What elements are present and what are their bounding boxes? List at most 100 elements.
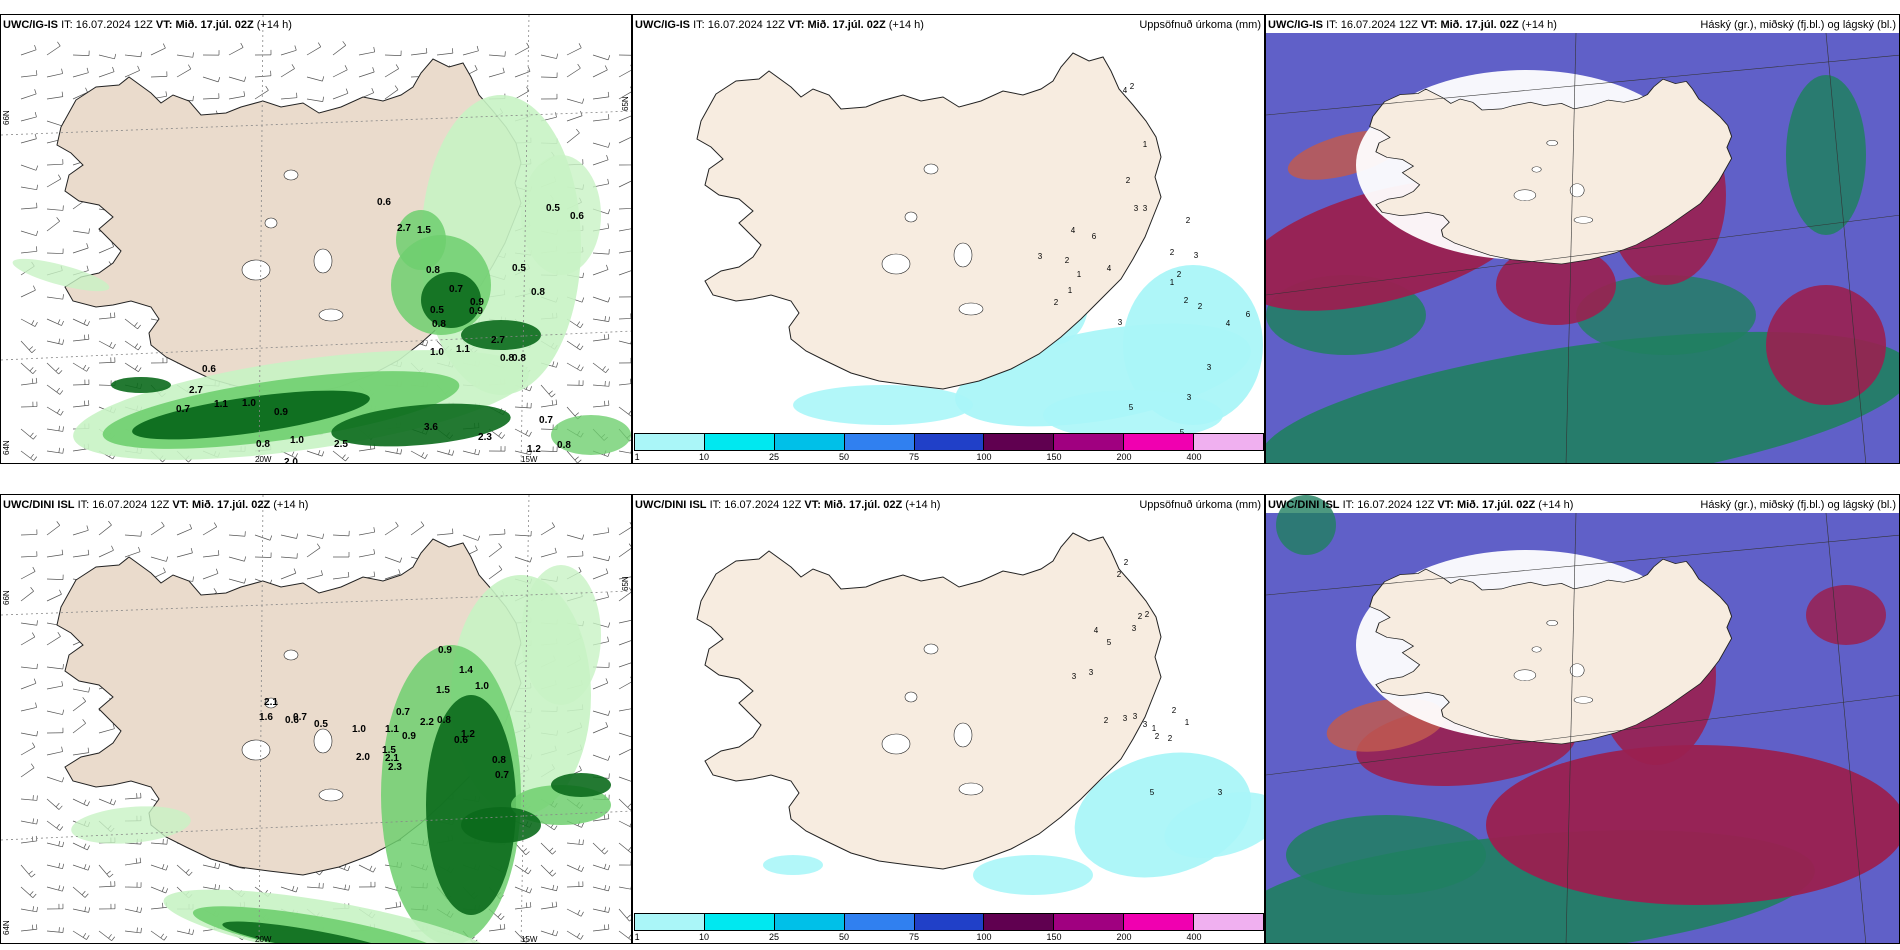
- colorbar-tick-label: 50: [838, 452, 850, 462]
- colorbar-segment: [704, 434, 775, 450]
- value-label: 1: [1185, 718, 1190, 727]
- glacier: [1513, 189, 1537, 201]
- colorbar-tick-label: 100: [976, 452, 992, 462]
- graticule: [1, 15, 631, 463]
- glacier: [318, 788, 344, 802]
- value-label: 5: [1180, 428, 1185, 437]
- value-label: 0.6: [570, 211, 584, 222]
- glacier: [1569, 183, 1585, 198]
- value-label: 1.5: [436, 685, 450, 696]
- value-label: 2: [1117, 570, 1122, 579]
- panel-title: UWC/DINI ISL IT: 16.07.2024 12Z VT: Mið.…: [3, 499, 309, 511]
- glacier: [904, 211, 918, 223]
- value-label: 3: [1187, 393, 1192, 402]
- lon-label: 15W: [521, 935, 538, 944]
- value-label: 0.5: [546, 203, 560, 214]
- glacier: [953, 722, 973, 748]
- value-label: 0.7: [396, 707, 410, 718]
- lat-label: 66N: [2, 110, 11, 125]
- value-label: 0.8: [500, 353, 514, 364]
- value-label: 0.9: [274, 407, 288, 418]
- value-label: 3: [1207, 363, 1212, 372]
- value-label: 1.1: [385, 724, 399, 735]
- lon-label: 20W: [255, 935, 272, 944]
- colorbar-tick-label: 100: [976, 932, 992, 942]
- value-label: 0.7: [495, 770, 509, 781]
- value-label: 2: [1126, 176, 1131, 185]
- glacier: [904, 691, 918, 703]
- graticule: [1, 495, 631, 943]
- colorbar-tick-label: 400: [1186, 452, 1202, 462]
- colorbar-segment: [914, 914, 985, 930]
- lon-label: 15W: [521, 455, 538, 464]
- value-label: 0.8: [557, 440, 571, 451]
- value-label: 1.0: [430, 347, 444, 358]
- value-label: 3: [1194, 251, 1199, 260]
- colorbar-segment: [1054, 914, 1125, 930]
- colorbar-tick-label: 75: [908, 932, 919, 942]
- colorbar-segment: [1194, 914, 1264, 930]
- iceland-landmass: [1369, 78, 1733, 265]
- panel-title: UWC/IG-IS IT: 16.07.2024 12Z VT: Mið. 17…: [1268, 19, 1557, 31]
- glacier: [241, 739, 271, 761]
- cloud-panel-top: UWC/IG-IS IT: 16.07.2024 12Z VT: Mið. 17…: [1265, 14, 1900, 464]
- value-label: 2: [1172, 706, 1177, 715]
- colorbar-segment: [984, 434, 1055, 450]
- value-label: 0.8: [492, 755, 506, 766]
- value-label: 1: [1077, 270, 1082, 279]
- glacier: [1513, 669, 1537, 681]
- lat-label: 64N: [2, 920, 11, 935]
- value-label: 2: [1170, 248, 1175, 257]
- value-label: 2: [1168, 734, 1173, 743]
- value-label: 0.7: [293, 712, 307, 723]
- glacier: [264, 217, 278, 229]
- value-label: 0.6: [285, 715, 299, 726]
- value-label: 1.0: [242, 398, 256, 409]
- glacier: [283, 169, 299, 181]
- value-label: 3: [1089, 668, 1094, 677]
- glacier: [313, 728, 333, 754]
- value-label: 2.1: [264, 697, 278, 708]
- colorbar-segment: [774, 914, 845, 930]
- value-label: 0.5: [430, 305, 444, 316]
- glacier: [264, 697, 278, 709]
- graticule: [1266, 512, 1899, 943]
- value-label: 1.5: [417, 225, 431, 236]
- value-label: 3: [1038, 252, 1043, 261]
- value-label: 2: [1177, 270, 1182, 279]
- glacier: [923, 643, 939, 655]
- colorbar-tick-label: 25: [768, 452, 779, 462]
- precip-shading: [12, 95, 631, 460]
- value-label: 0.8: [437, 715, 451, 726]
- value-label: 1.1: [456, 344, 470, 355]
- colorbar: [634, 433, 1264, 451]
- value-label: 0.6: [377, 197, 391, 208]
- iceland-landmass: [696, 532, 1162, 870]
- value-label: 3: [1072, 672, 1077, 681]
- panel-subtitle: Uppsöfnuð úrkoma (mm): [1139, 499, 1261, 511]
- value-label: 2.7: [189, 385, 203, 396]
- colorbar-segment: [704, 914, 775, 930]
- glacier: [923, 163, 939, 175]
- glacier: [1531, 166, 1542, 173]
- colorbar-tick-label: 1: [634, 932, 640, 942]
- value-label: 0.9: [438, 645, 452, 656]
- value-label: 1.2: [461, 729, 475, 740]
- wind-precip-panel-bottom: UWC/DINI ISL IT: 16.07.2024 12Z VT: Mið.…: [0, 494, 632, 944]
- value-label: 2.5: [334, 439, 348, 450]
- lon-label: 20W: [255, 455, 272, 464]
- glacier: [1569, 663, 1585, 678]
- wind-precip-panel-top: UWC/IG-IS IT: 16.07.2024 12Z VT: Mið. 17…: [0, 14, 632, 464]
- value-label: 3: [1132, 624, 1137, 633]
- colorbar-labels: 1 10 25 50 75 100 150 200 400: [634, 932, 1264, 943]
- value-label: 3.6: [424, 422, 438, 433]
- cloud-panel-bottom: UWC/DINI ISL IT: 16.07.2024 12Z VT: Mið.…: [1265, 494, 1900, 944]
- colorbar-tick-label: 400: [1186, 932, 1202, 942]
- value-label: 2: [1198, 302, 1203, 311]
- value-label: 2.2: [420, 717, 434, 728]
- lat-label: 64N: [2, 440, 11, 455]
- panel-title: UWC/DINI ISL IT: 16.07.2024 12Z VT: Mið.…: [635, 499, 941, 511]
- value-label: 0.8: [512, 353, 526, 364]
- colorbar-segment: [1194, 434, 1264, 450]
- value-label: 2: [1145, 610, 1150, 619]
